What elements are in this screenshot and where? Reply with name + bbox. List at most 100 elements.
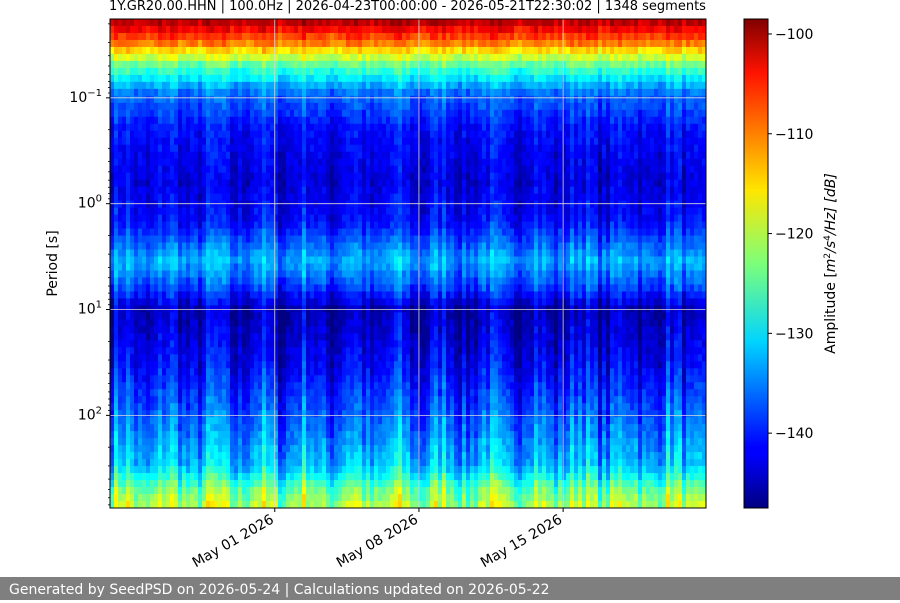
heatmap-cell <box>190 144 195 153</box>
heatmap-cell <box>242 88 247 97</box>
heatmap-cell <box>174 480 179 488</box>
heatmap-cell <box>186 67 191 76</box>
heatmap-cell <box>354 249 359 258</box>
heatmap-cell <box>262 144 267 153</box>
heatmap-cell <box>386 200 391 209</box>
heatmap-cell <box>186 473 191 481</box>
heatmap-cell <box>290 340 295 348</box>
heatmap-cell <box>362 25 367 34</box>
heatmap-cell <box>166 123 171 132</box>
heatmap-cell <box>254 130 259 139</box>
heatmap-cell <box>334 165 339 174</box>
heatmap-cell <box>366 88 371 97</box>
heatmap-cell <box>342 375 347 383</box>
heatmap-cell <box>290 39 295 48</box>
heatmap-cell <box>278 501 283 508</box>
heatmap-cell <box>318 81 323 90</box>
heatmap-cell <box>246 452 251 460</box>
heatmap-cell <box>198 235 203 244</box>
heatmap-cell <box>178 179 183 188</box>
heatmap-cell <box>150 270 155 279</box>
heatmap-cell <box>170 81 175 90</box>
heatmap-cell <box>210 25 215 34</box>
heatmap-cell <box>370 256 375 265</box>
heatmap-cell <box>242 424 247 432</box>
heatmap-cell <box>182 270 187 279</box>
heatmap-cell <box>202 242 207 251</box>
heatmap-cell <box>274 333 279 341</box>
heatmap-cell <box>178 242 183 251</box>
heatmap-cell <box>286 431 291 439</box>
heatmap-cell <box>378 459 383 467</box>
heatmap-cell <box>118 445 123 453</box>
heatmap-cell <box>310 340 315 348</box>
heatmap-cell <box>342 298 347 307</box>
heatmap-cell <box>130 417 135 425</box>
heatmap-cell <box>262 410 267 418</box>
heatmap-cell <box>322 25 327 34</box>
heatmap-cell <box>190 494 195 502</box>
heatmap-cell <box>214 284 219 293</box>
heatmap-cell <box>386 151 391 160</box>
heatmap-cell <box>218 200 223 209</box>
heatmap-cell <box>350 368 355 376</box>
heatmap-cell <box>290 130 295 139</box>
heatmap-cell <box>366 46 371 55</box>
heatmap-cell <box>326 214 331 223</box>
heatmap-cell <box>166 116 171 125</box>
heatmap-cell <box>366 137 371 146</box>
heatmap-cell <box>230 102 235 111</box>
heatmap-cell <box>210 179 215 188</box>
heatmap-cell <box>330 165 335 174</box>
heatmap-cell <box>338 137 343 146</box>
heatmap-cell <box>294 123 299 132</box>
heatmap-cell <box>182 438 187 446</box>
heatmap-cell <box>322 144 327 153</box>
heatmap-cell <box>310 438 315 446</box>
heatmap-cell <box>238 165 243 174</box>
heatmap-cell <box>142 354 147 362</box>
heatmap-cell <box>226 74 231 83</box>
heatmap-cell <box>350 130 355 139</box>
heatmap-cell <box>278 270 283 279</box>
heatmap-cell <box>366 424 371 432</box>
heatmap-cell <box>118 19 123 27</box>
heatmap-cell <box>326 81 331 90</box>
heatmap-cell <box>354 424 359 432</box>
heatmap-cell <box>338 88 343 97</box>
heatmap-cell <box>234 438 239 446</box>
heatmap-cell <box>322 214 327 223</box>
heatmap-cell <box>190 459 195 467</box>
heatmap-cell <box>330 242 335 251</box>
heatmap-cell <box>166 95 171 104</box>
heatmap-cell <box>318 361 323 369</box>
heatmap-cell <box>362 319 367 327</box>
heatmap-cell <box>158 270 163 279</box>
heatmap-cell <box>374 221 379 230</box>
heatmap-cell <box>386 333 391 341</box>
heatmap-cell <box>374 319 379 327</box>
heatmap-cell <box>130 249 135 258</box>
heatmap-cell <box>322 466 327 474</box>
heatmap-cell <box>286 256 291 265</box>
heatmap-cell <box>130 228 135 237</box>
heatmap-cell <box>358 130 363 139</box>
heatmap-cell <box>274 347 279 355</box>
heatmap-cell <box>354 494 359 502</box>
heatmap-cell <box>134 144 139 153</box>
heatmap-cell <box>342 494 347 502</box>
heatmap-cell <box>386 242 391 251</box>
heatmap-cell <box>298 417 303 425</box>
heatmap-cell <box>334 368 339 376</box>
heatmap-cell <box>226 284 231 293</box>
heatmap-cell <box>294 249 299 258</box>
heatmap-cell <box>170 67 175 76</box>
heatmap-cell <box>338 480 343 488</box>
heatmap-cell <box>334 137 339 146</box>
heatmap-cell <box>114 46 119 55</box>
heatmap-cell <box>206 480 211 488</box>
heatmap-cell <box>234 396 239 404</box>
heatmap-cell <box>138 459 143 467</box>
heatmap-cell <box>338 130 343 139</box>
heatmap-cell <box>150 179 155 188</box>
